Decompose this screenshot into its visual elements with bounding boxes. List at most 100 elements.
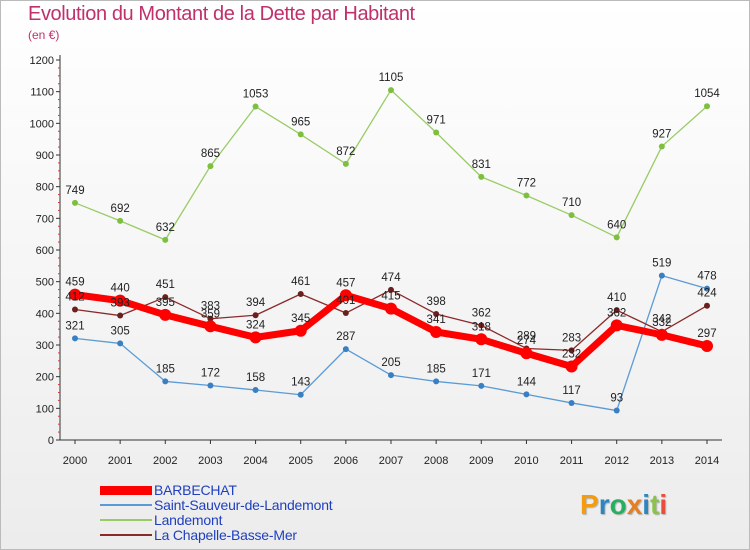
data-label: 324 bbox=[246, 319, 266, 331]
data-point bbox=[568, 399, 575, 406]
data-point bbox=[249, 331, 262, 344]
data-point bbox=[523, 391, 530, 398]
data-point bbox=[207, 315, 214, 322]
data-label: 412 bbox=[65, 292, 84, 304]
data-label: 424 bbox=[697, 288, 717, 300]
chart-subtitle: (en €) bbox=[28, 28, 60, 42]
data-point bbox=[610, 319, 623, 332]
data-label: 345 bbox=[291, 313, 310, 325]
data-point bbox=[433, 129, 440, 136]
data-point bbox=[478, 382, 485, 389]
data-point bbox=[342, 346, 349, 353]
data-point bbox=[433, 378, 440, 385]
data-label: 383 bbox=[201, 301, 220, 313]
legend-label: Landemont bbox=[154, 512, 223, 528]
data-label: 865 bbox=[201, 148, 220, 160]
x-tick-label: 2006 bbox=[334, 455, 358, 467]
data-label: 872 bbox=[336, 146, 355, 158]
logo-letter: i bbox=[659, 489, 668, 520]
data-point bbox=[114, 294, 127, 307]
x-tick-label: 2002 bbox=[153, 455, 177, 467]
data-label: 1053 bbox=[243, 89, 269, 101]
data-point bbox=[339, 289, 352, 302]
logo-letter: x bbox=[626, 489, 643, 520]
x-tick-label: 2011 bbox=[560, 455, 584, 467]
data-label: 415 bbox=[381, 291, 400, 303]
x-tick-label: 2013 bbox=[650, 455, 674, 467]
data-point bbox=[704, 103, 710, 110]
data-point bbox=[342, 160, 349, 167]
x-tick-label: 2010 bbox=[514, 455, 538, 467]
data-point bbox=[655, 328, 668, 341]
data-label: 185 bbox=[427, 363, 446, 375]
data-label: 274 bbox=[517, 335, 537, 347]
data-label: 831 bbox=[472, 159, 491, 171]
data-label: 342 bbox=[652, 314, 671, 326]
data-point bbox=[430, 326, 443, 339]
data-point bbox=[159, 308, 172, 321]
data-label: 341 bbox=[427, 314, 446, 326]
data-label: 362 bbox=[607, 307, 626, 319]
y-tick-label: 200 bbox=[36, 372, 54, 384]
y-tick-label: 700 bbox=[36, 213, 54, 225]
data-point bbox=[252, 103, 259, 110]
data-label: 362 bbox=[472, 307, 491, 319]
data-label: 287 bbox=[336, 331, 355, 343]
data-point bbox=[388, 372, 394, 379]
data-point bbox=[478, 322, 485, 329]
data-point bbox=[613, 234, 620, 241]
x-tick-label: 2007 bbox=[379, 455, 403, 467]
x-tick-label: 2004 bbox=[243, 455, 267, 467]
data-label: 359 bbox=[201, 308, 220, 320]
data-label: 965 bbox=[291, 116, 310, 128]
data-label: 93 bbox=[610, 393, 623, 405]
data-point bbox=[162, 294, 169, 301]
data-point bbox=[568, 212, 575, 219]
legend-swatch bbox=[100, 485, 152, 495]
data-label: 395 bbox=[156, 297, 175, 309]
data-label: 971 bbox=[427, 115, 446, 127]
data-label: 318 bbox=[472, 321, 491, 333]
data-point bbox=[565, 360, 578, 373]
data-point bbox=[252, 312, 259, 319]
y-tick-label: 1100 bbox=[30, 87, 54, 99]
data-label: 117 bbox=[562, 385, 580, 397]
data-label: 283 bbox=[562, 332, 581, 344]
data-label: 171 bbox=[472, 368, 491, 380]
legend-label: Saint-Sauveur-de-Landemont bbox=[154, 497, 333, 513]
data-label: 461 bbox=[291, 276, 310, 288]
data-point bbox=[297, 291, 304, 298]
data-label: 393 bbox=[111, 298, 130, 310]
y-tick-label: 800 bbox=[36, 182, 54, 194]
data-point bbox=[433, 310, 440, 317]
data-point bbox=[613, 307, 620, 314]
data-label: 927 bbox=[652, 128, 671, 140]
data-label: 457 bbox=[336, 277, 355, 289]
data-label: 632 bbox=[156, 222, 175, 234]
data-point bbox=[207, 163, 214, 170]
data-label: 185 bbox=[156, 363, 175, 375]
data-label: 749 bbox=[65, 185, 84, 197]
data-label: 205 bbox=[381, 357, 400, 369]
y-tick-label: 900 bbox=[36, 150, 54, 162]
y-tick-label: 0 bbox=[48, 435, 54, 447]
data-point bbox=[658, 272, 665, 279]
y-tick-label: 1000 bbox=[30, 118, 54, 130]
data-label: 710 bbox=[562, 197, 581, 209]
data-point bbox=[69, 288, 81, 301]
data-label: 394 bbox=[246, 297, 266, 309]
data-label: 1105 bbox=[379, 72, 404, 84]
data-label: 440 bbox=[111, 283, 130, 295]
x-tick-label: 2008 bbox=[424, 455, 448, 467]
data-label: 474 bbox=[381, 272, 401, 284]
legend-label: La Chapelle-Basse-Mer bbox=[154, 527, 297, 543]
y-tick-label: 500 bbox=[36, 277, 54, 289]
proxiti-logo: Proxiti bbox=[580, 489, 667, 521]
legend-swatch bbox=[100, 504, 152, 506]
x-tick-label: 2001 bbox=[108, 455, 132, 467]
data-point bbox=[297, 131, 304, 138]
data-point bbox=[207, 382, 214, 389]
data-label: 478 bbox=[697, 271, 716, 283]
data-label: 289 bbox=[517, 330, 536, 342]
